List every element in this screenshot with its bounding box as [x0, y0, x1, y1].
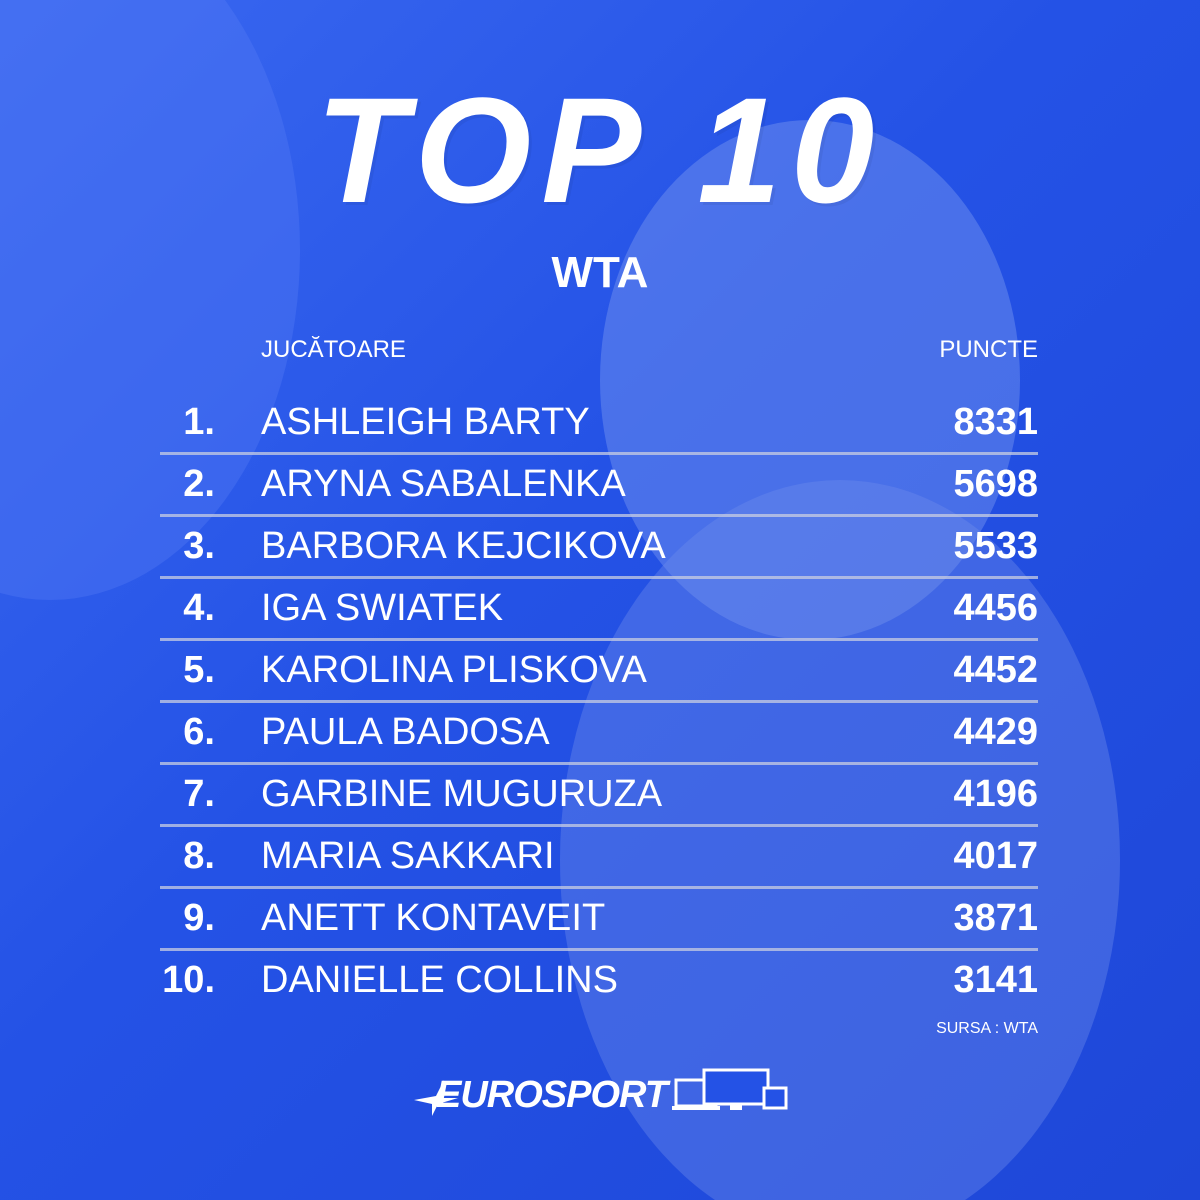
row-divider [160, 700, 1038, 703]
points: 5533 [953, 525, 1038, 567]
table-row: 5. KAROLINA PLISKOVA 4452 [160, 641, 1038, 703]
points: 4196 [953, 773, 1038, 815]
table-row: 8. MARIA SAKKARI 4017 [160, 827, 1038, 889]
row-divider [160, 762, 1038, 765]
player-name: PAULA BADOSA [261, 711, 550, 753]
player-name: ANETT KONTAVEIT [261, 897, 606, 939]
table-row: 4. IGA SWIATEK 4456 [160, 579, 1038, 641]
devices-icon [672, 1068, 788, 1110]
player-name: MARIA SAKKARI [261, 835, 555, 877]
row-divider [160, 886, 1038, 889]
points: 4429 [953, 711, 1038, 753]
rank: 6. [183, 711, 215, 753]
rank: 10. [162, 959, 215, 1001]
table-row: 6. PAULA BADOSA 4429 [160, 703, 1038, 765]
table-row: 7. GARBINE MUGURUZA 4196 [160, 765, 1038, 827]
row-divider [160, 948, 1038, 951]
player-name: DANIELLE COLLINS [261, 959, 618, 1001]
table-row: 3. BARBORA KEJCIKOVA 5533 [160, 517, 1038, 579]
rank: 4. [183, 587, 215, 629]
player-name: ASHLEIGH BARTY [261, 401, 590, 443]
player-name: GARBINE MUGURUZA [261, 773, 663, 815]
logo-star [414, 1080, 458, 1116]
brand: EUROSPORT [436, 1074, 668, 1116]
rank: 3. [183, 525, 215, 567]
rank: 9. [183, 897, 215, 939]
photo-glow [600, 120, 1020, 640]
table-row: 1. ASHLEIGH BARTY 8331 [160, 393, 1038, 455]
column-header: PUNCTE [939, 336, 1038, 363]
photo-body [560, 480, 1120, 1200]
player-name: IGA SWIATEK [261, 587, 504, 629]
points: 3871 [953, 897, 1038, 939]
player-name: ARYNA SABALENKA [261, 463, 626, 505]
table-row: 10. DANIELLE COLLINS 3141 [160, 951, 1038, 1013]
row-divider [160, 452, 1038, 455]
row-divider [160, 638, 1038, 641]
row-divider [160, 824, 1038, 827]
table-row: 9. ANETT KONTAVEIT 3871 [160, 889, 1038, 951]
player-name: KAROLINA PLISKOVA [261, 649, 647, 691]
points: 4456 [953, 587, 1038, 629]
title: TOP 10 [315, 66, 885, 234]
points: 4452 [953, 649, 1038, 691]
player-name: BARBORA KEJCIKOVA [261, 525, 666, 567]
rank: 2. [183, 463, 215, 505]
points: 4017 [953, 835, 1038, 877]
points: 8331 [953, 401, 1038, 443]
subtitle: WTA [551, 248, 649, 297]
points: 3141 [953, 959, 1038, 1001]
rank: 1. [183, 401, 215, 443]
row-divider [160, 576, 1038, 579]
rank: 5. [183, 649, 215, 691]
source: SURSA : WTA [936, 1020, 1038, 1037]
rank: 8. [183, 835, 215, 877]
rank: 7. [183, 773, 215, 815]
table-row: 2. ARYNA SABALENKA 5698 [160, 455, 1038, 517]
column-header: JUCĂTOARE [261, 336, 406, 363]
row-divider [160, 514, 1038, 517]
points: 5698 [953, 463, 1038, 505]
